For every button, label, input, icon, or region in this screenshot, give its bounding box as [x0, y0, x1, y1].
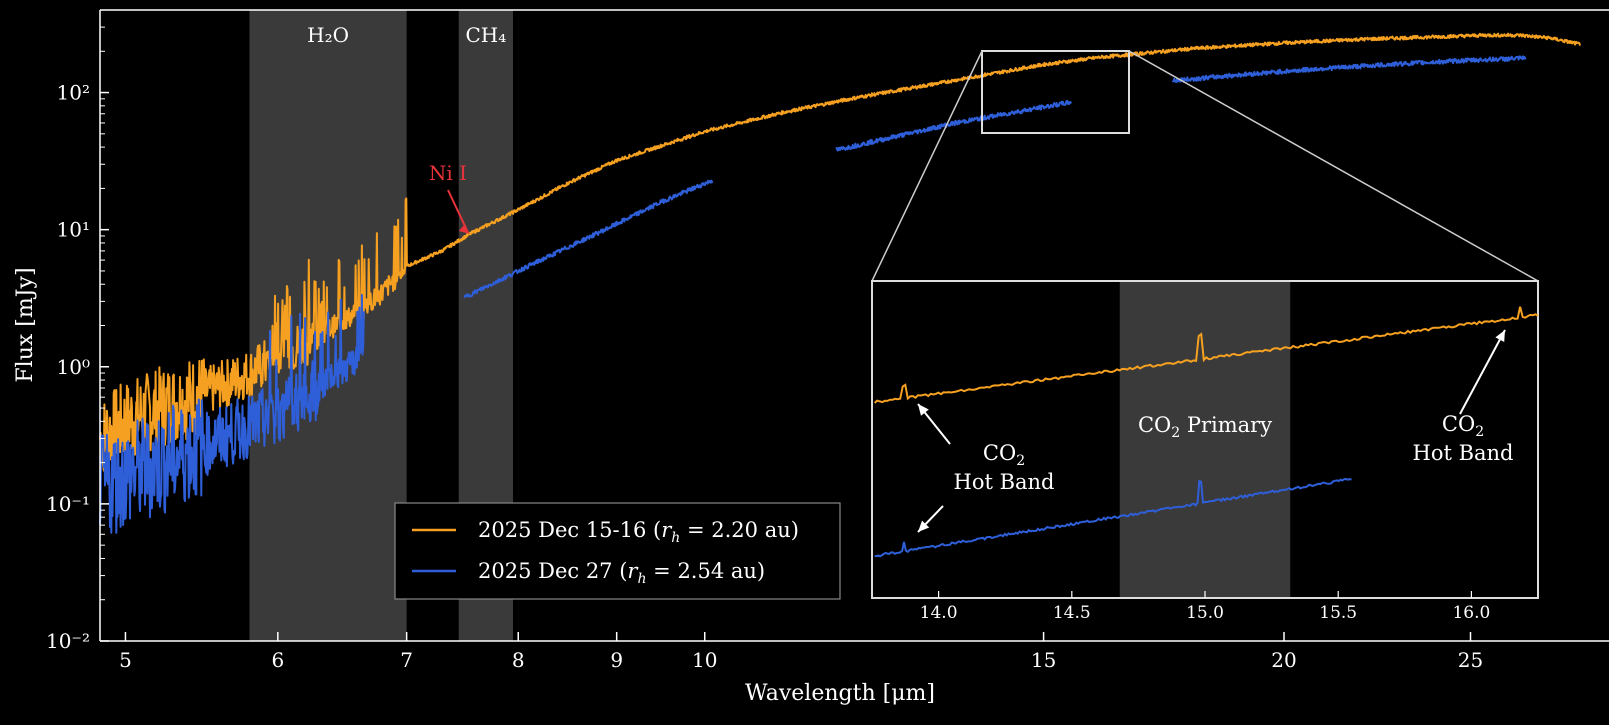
series-1-segment-1 [463, 179, 714, 298]
hot-band-right-label-line2: Hot Band [1413, 441, 1514, 465]
x-axis-title: Wavelength [μm] [745, 681, 935, 706]
x-tick-label-8: 25 [1458, 648, 1483, 672]
y-tick-label-2: 10⁰ [57, 355, 90, 379]
inset-primary-band [1119, 282, 1291, 597]
x-tick-label-6: 15 [1031, 648, 1056, 672]
y-tick-label-3: 10¹ [57, 218, 90, 242]
hot-band-left-label-line1: CO2 [983, 441, 1025, 469]
primary-label-main: CO [1138, 413, 1171, 437]
legend-label-sub: h [671, 530, 680, 546]
y-tick-label-1: 10⁻¹ [46, 492, 90, 516]
band-label-0: H₂O [307, 23, 349, 47]
zoom-box [981, 50, 1130, 134]
annotation-arrow-head [458, 223, 470, 234]
band-label-1: CH₄ [465, 23, 506, 47]
legend-box [394, 502, 841, 600]
legend-label-1: 2025 Dec 27 (rh = 2.54 au) [478, 559, 765, 587]
inset-primary-label: CO2 Primary [1138, 413, 1272, 441]
hot-band-arrow-right-head [1495, 330, 1505, 343]
hot-band-right-label-line1: CO2 [1442, 412, 1484, 440]
hot-band-arrow-lower-head [918, 520, 930, 532]
x-tick-label-1: 6 [271, 648, 284, 672]
hot-band-left-label-co: CO [983, 441, 1016, 465]
legend-label-sub: h [637, 571, 646, 587]
hot-band-arrow-upper-head [918, 404, 929, 416]
y-tick-label-0: 10⁻² [46, 629, 90, 653]
series-1-segment-2 [835, 99, 1072, 152]
x-tick-label-2: 7 [400, 648, 413, 672]
hot-band-right-label-sub: 2 [1475, 424, 1484, 440]
annotation-arrow-line [447, 189, 467, 229]
inset-series-0 [874, 306, 1539, 404]
zoom-connector-left [871, 50, 983, 282]
hot-band-right-label-co: CO [1442, 412, 1475, 436]
x-tick-label-7: 20 [1271, 648, 1296, 672]
y-tick-label-4: 10² [57, 81, 90, 105]
legend-label-r: r [661, 518, 673, 542]
hot-band-arrow-right-line [1459, 329, 1506, 415]
x-tick-label-5: 10 [692, 648, 717, 672]
inset-x-tick-label-0: 14.0 [920, 603, 958, 623]
legend: 2025 Dec 15-16 (rh = 2.20 au)2025 Dec 27… [394, 502, 841, 600]
legend-label-eq: = 2.54 au) [647, 559, 766, 583]
zoom-connector-right [1128, 50, 1539, 282]
y-axis-title: Flux [mJy] [13, 267, 38, 382]
primary-label-rest: Primary [1180, 413, 1272, 437]
legend-label-r: r [627, 559, 639, 583]
main-axes: 10⁻² 10⁻¹ 10⁰ 10¹ 10² 5 6 7 8 9 10 15 20 25 Wavelength… [13, 9, 1609, 706]
series-lines [99, 32, 1581, 534]
hot-band-left-label-line2: Hot Band [954, 470, 1055, 494]
legend-label-0: 2025 Dec 15-16 (rh = 2.20 au) [478, 518, 799, 546]
series-1-segment-0 [99, 293, 365, 534]
annotation-ni-i: Ni I [429, 161, 467, 185]
legend-label-main: 2025 Dec 15-16 ( [478, 518, 661, 542]
inset-x-tick-label-2: 15.0 [1186, 603, 1224, 623]
inset-x-tick-label-1: 14.5 [1053, 603, 1091, 623]
x-tick-label-4: 9 [610, 648, 623, 672]
x-tick-label-3: 8 [512, 648, 525, 672]
primary-label-sub: 2 [1171, 425, 1180, 441]
series-0-segment-0 [99, 32, 1581, 472]
legend-label-eq: = 2.20 au) [680, 518, 799, 542]
legend-label-main: 2025 Dec 27 ( [478, 559, 627, 583]
x-tick-label-0: 5 [119, 648, 132, 672]
inset-x-tick-label-3: 15.5 [1319, 603, 1357, 623]
series-1-segment-3 [1171, 55, 1527, 83]
annotations: Ni I [429, 161, 470, 234]
inset-series-1 [874, 477, 1352, 558]
inset-x-tick-label-4: 16.0 [1452, 603, 1490, 623]
hot-band-left-label-sub: 2 [1016, 453, 1025, 469]
